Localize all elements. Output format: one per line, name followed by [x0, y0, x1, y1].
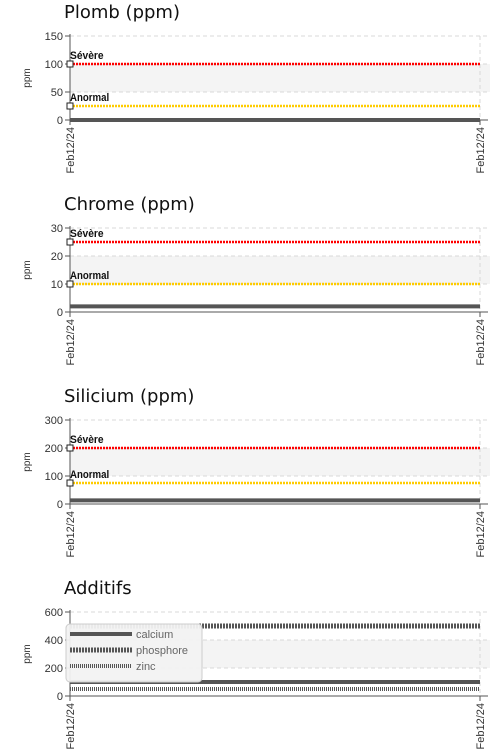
- y-tick-label: 100: [45, 471, 63, 483]
- chart-title: Silicium (ppm): [64, 386, 195, 407]
- y-tick-label: 10: [51, 279, 63, 291]
- chart-chrome: 0 10 20 30 ppm Feb12/24 Feb12/24 Sévère Anormal: [22, 223, 490, 365]
- chart-title: Plomb (ppm): [64, 2, 180, 23]
- threshold-marker: [66, 444, 74, 452]
- chart-panel-chrome: Chrome (ppm) 0 10 20 30 ppm Feb12/24 Feb12/24 S…: [0, 192, 500, 382]
- y-axis-label: ppm: [22, 260, 33, 279]
- y-tick-label: 0: [57, 307, 63, 319]
- threshold-marker: [66, 479, 74, 487]
- legend-label: zinc: [136, 661, 156, 673]
- threshold-label: Anormal: [70, 92, 109, 104]
- y-tick-label: 300: [45, 415, 63, 427]
- y-tick-label: 200: [45, 443, 63, 455]
- threshold-label: Sévère: [70, 228, 104, 240]
- x-tick-label: Feb12/24: [65, 511, 77, 557]
- y-tick-label: 600: [45, 607, 63, 619]
- plot-band: [70, 64, 490, 92]
- chart-silicium: 0 100 200 300 ppm Feb12/24 Feb12/24 Sévère Anorm…: [22, 415, 490, 557]
- y-tick-label: 0: [57, 691, 63, 703]
- chart-title: Additifs: [64, 578, 132, 599]
- x-tick-label: Feb12/24: [475, 319, 487, 365]
- chart-plomb: 0 50 100 150 ppm Feb12/24 Feb12/24 Sévère Anorma…: [22, 31, 490, 173]
- y-tick-label: 400: [45, 635, 63, 647]
- plot-band: [70, 448, 490, 476]
- threshold-marker: [66, 280, 74, 288]
- chart-additifs: 0 200 400 600 ppm Feb12/24 Feb12/24 calcium phos…: [22, 607, 490, 749]
- legend-label: calcium: [136, 629, 173, 641]
- y-axis-label: ppm: [22, 452, 33, 471]
- y-tick-label: 20: [51, 251, 63, 263]
- y-axis-label: ppm: [22, 68, 33, 87]
- threshold-label: Anormal: [70, 469, 109, 481]
- y-tick-label: 30: [51, 223, 63, 235]
- chart-panel-plomb: Plomb (ppm) 0 50 100 150 ppm Feb12/24 Feb12/24…: [0, 0, 500, 190]
- chart-panel-additifs: Additifs 0 200 400 600 ppm Feb12/24 Feb12/24 ca…: [0, 576, 500, 754]
- y-axis-label: ppm: [22, 644, 33, 663]
- x-tick-label: Feb12/24: [475, 511, 487, 557]
- y-tick-label: 100: [45, 59, 63, 71]
- threshold-marker: [66, 60, 74, 68]
- y-tick-label: 200: [45, 663, 63, 675]
- x-tick-label: Feb12/24: [65, 319, 77, 365]
- x-tick-label: Feb12/24: [65, 127, 77, 173]
- plot-band: [70, 256, 490, 284]
- chart-panel-silicium: Silicium (ppm) 0 100 200 300 ppm Feb12/24 Feb1…: [0, 384, 500, 574]
- legend-label: phosphore: [136, 645, 188, 657]
- threshold-label: Sévère: [70, 434, 104, 446]
- threshold-marker: [66, 102, 74, 110]
- x-tick-label: Feb12/24: [65, 703, 77, 749]
- threshold-label: Sévère: [70, 50, 104, 62]
- threshold-label: Anormal: [70, 270, 109, 282]
- x-tick-label: Feb12/24: [475, 127, 487, 173]
- y-tick-label: 0: [57, 115, 63, 127]
- x-tick-label: Feb12/24: [475, 703, 487, 749]
- threshold-marker: [66, 238, 74, 246]
- y-tick-label: 50: [51, 87, 63, 99]
- y-tick-label: 150: [45, 31, 63, 43]
- chart-title: Chrome (ppm): [64, 194, 195, 215]
- y-tick-label: 0: [57, 499, 63, 511]
